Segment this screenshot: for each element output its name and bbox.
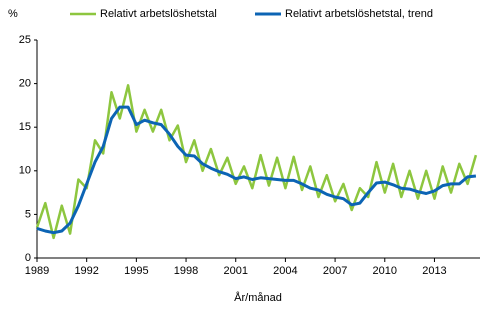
x-tick-label: 2007 xyxy=(323,265,347,277)
x-tick-label: 1989 xyxy=(25,265,49,277)
y-tick-label: 15 xyxy=(19,121,31,133)
series-line xyxy=(35,84,478,240)
x-axis-label: År/månad xyxy=(234,291,282,304)
legend-label: Relativt arbetslöshetstal xyxy=(100,8,217,20)
x-tick-label: 2004 xyxy=(273,265,297,277)
series-line xyxy=(36,105,477,235)
y-tick-label: 20 xyxy=(19,78,31,90)
y-tick-label: 25 xyxy=(19,34,31,46)
y-tick-label: 10 xyxy=(19,165,31,177)
y-tick-label: 5 xyxy=(25,208,31,220)
x-tick-label: 2001 xyxy=(223,265,247,277)
x-tick-label: 1992 xyxy=(74,265,98,277)
x-tick-label: 1998 xyxy=(174,265,198,277)
y-axis-label: % xyxy=(8,8,18,20)
y-tick-label: 0 xyxy=(25,252,31,264)
legend-label: Relativt arbetslöshetstal, trend xyxy=(285,8,433,20)
x-tick-label: 1995 xyxy=(124,265,148,277)
x-tick-label: 2013 xyxy=(422,265,446,277)
x-tick-label: 2010 xyxy=(373,265,397,277)
